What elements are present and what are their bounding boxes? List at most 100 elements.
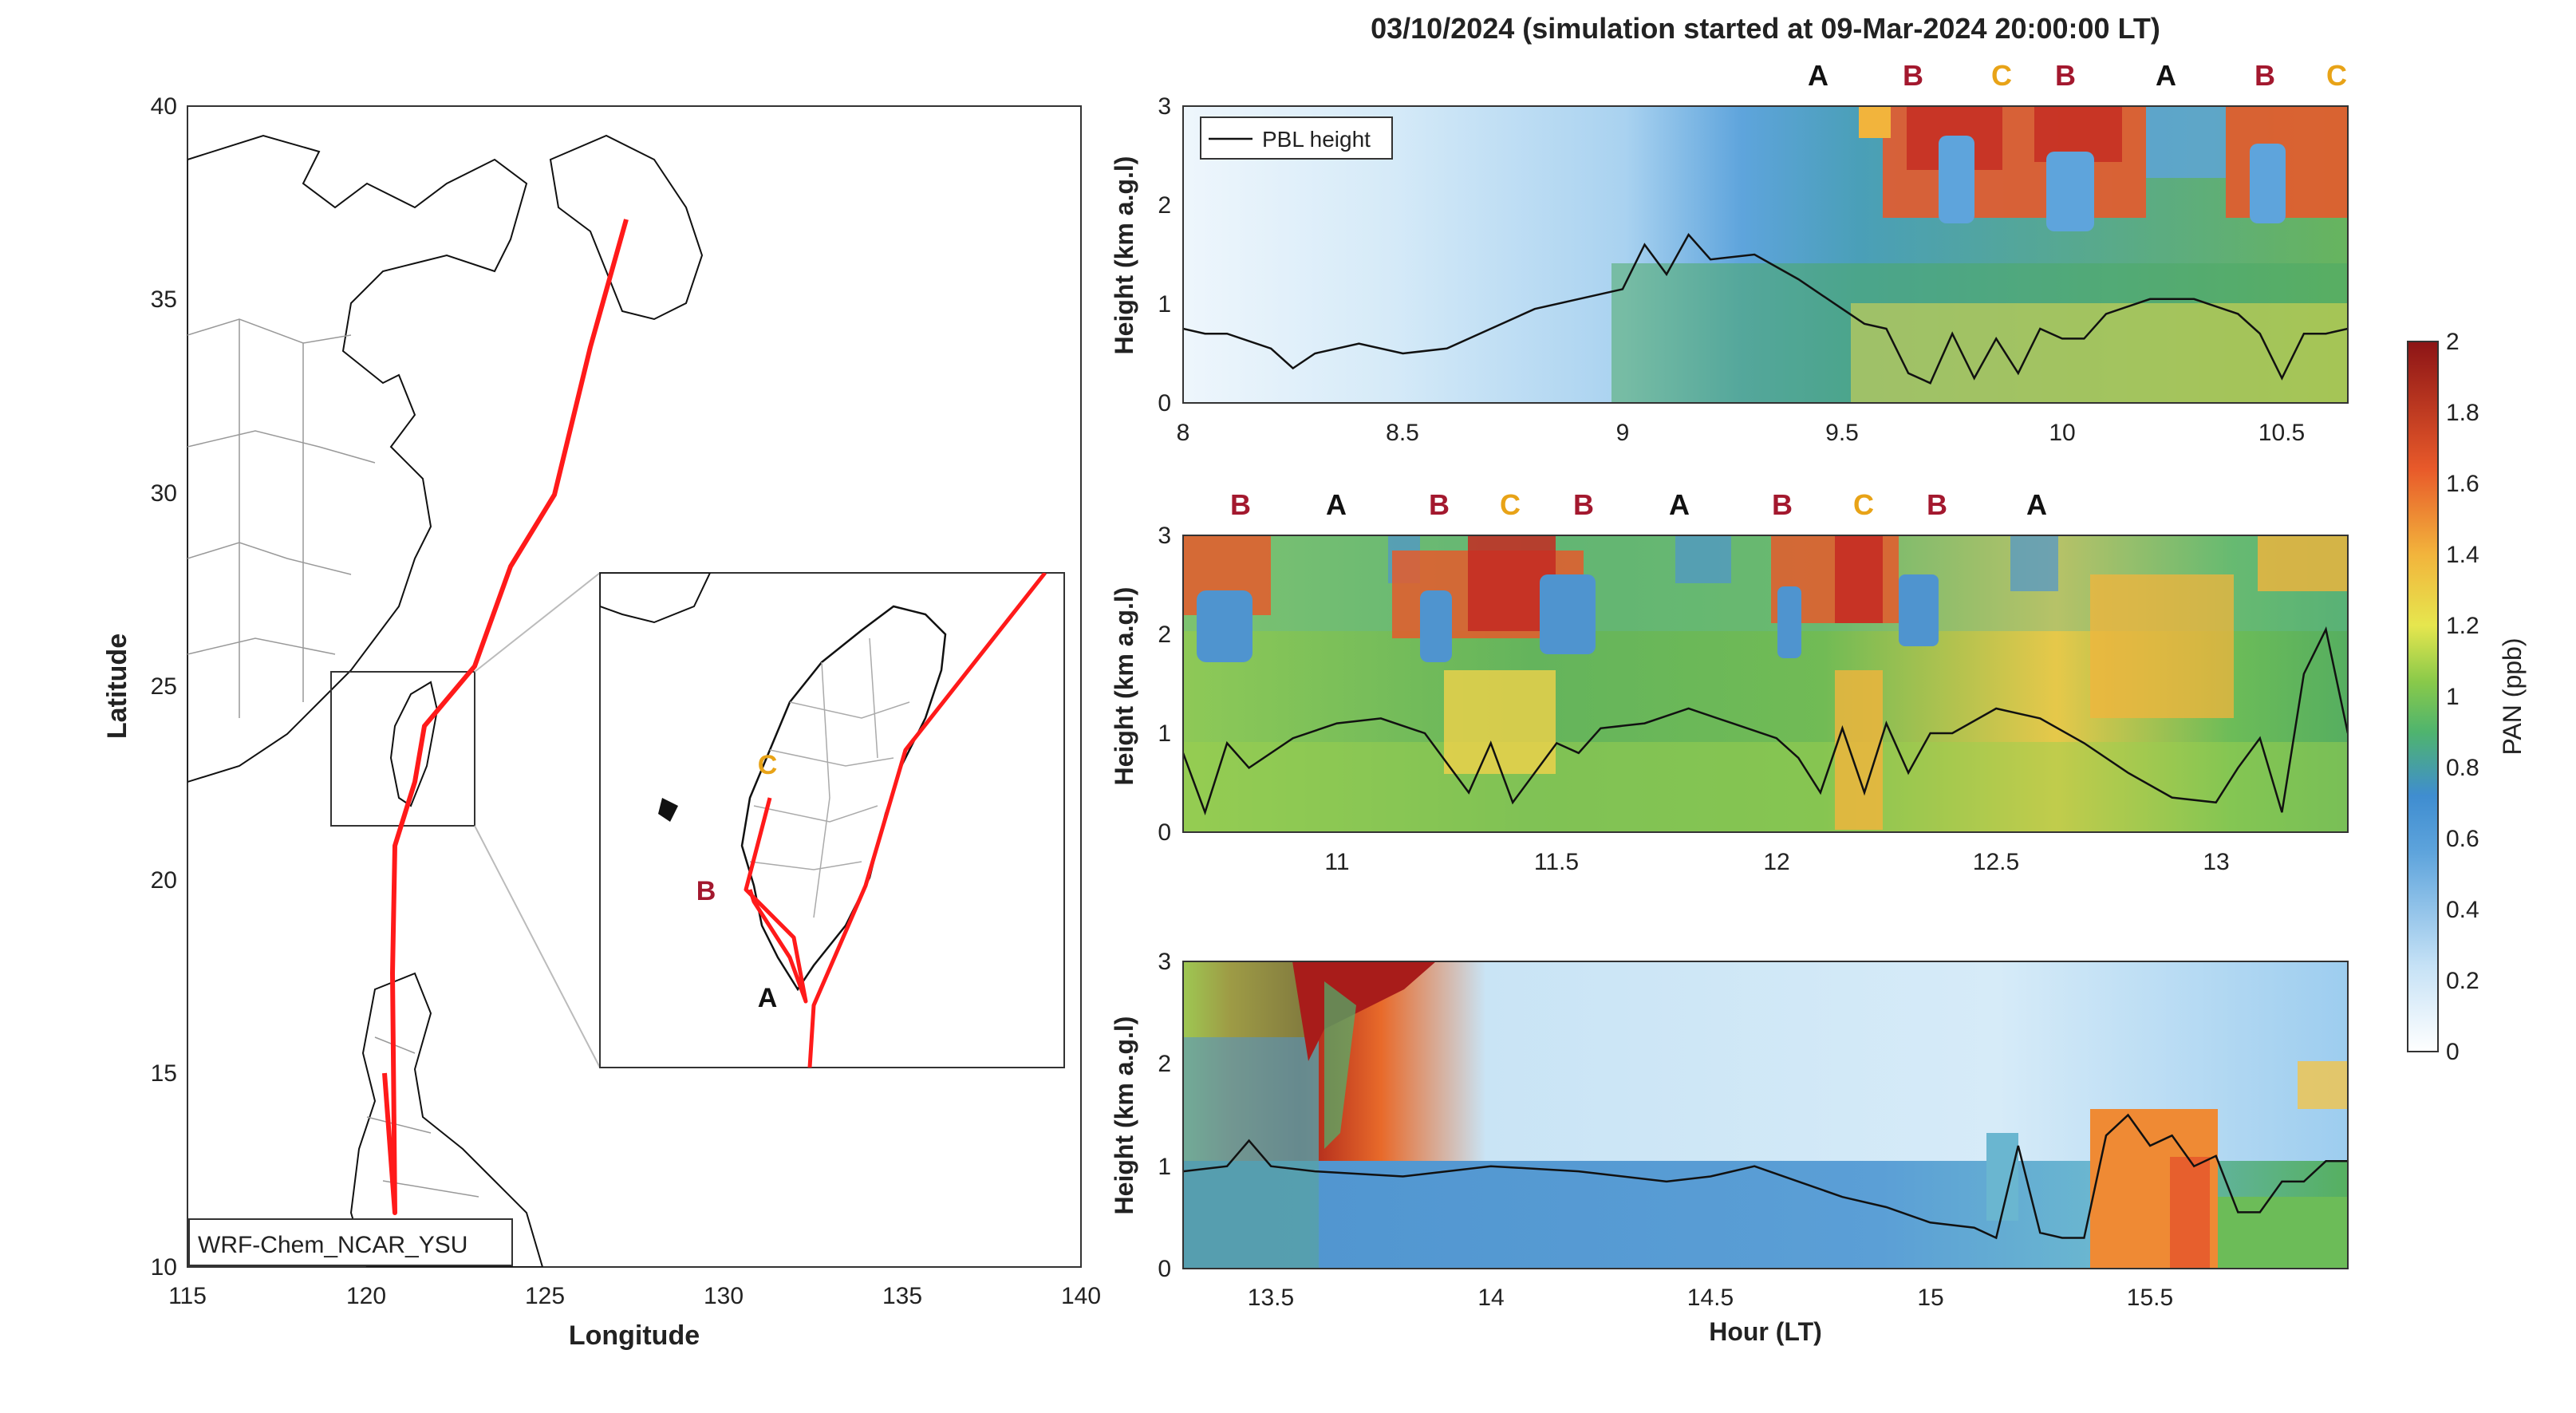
p2-xtick: 12.5: [1973, 849, 2019, 875]
map-xlabel: Longitude: [569, 1320, 700, 1351]
map-xtick: 125: [525, 1283, 565, 1309]
map-ytick: 25: [151, 673, 177, 700]
map-xtick: 140: [1061, 1283, 1101, 1309]
p3-ytick: 2: [1158, 1051, 1171, 1077]
model-label: WRF-Chem_NCAR_YSU: [198, 1232, 467, 1258]
p3-xtick: 14: [1477, 1285, 1504, 1311]
p2-ytick: 2: [1158, 622, 1171, 648]
marker-B: B: [2055, 59, 2076, 92]
inset-label-A: A: [758, 983, 778, 1013]
marker-C: C: [2326, 59, 2347, 92]
model-label-box: [188, 1218, 513, 1266]
marker-A: A: [1669, 488, 1690, 521]
p3-ytick: 0: [1158, 1256, 1171, 1282]
pbl-line-2: [1183, 626, 2348, 816]
marker-C: C: [1991, 59, 2012, 92]
cb-tick: 0.8: [2446, 755, 2479, 781]
cb-tick: 1.6: [2446, 471, 2479, 497]
cb-tick: 2: [2446, 329, 2460, 355]
p3-ytick: 3: [1158, 949, 1171, 975]
p2-xtick: 13: [2203, 849, 2229, 875]
inset-track-2: [744, 797, 808, 1004]
p3-xtick: 14.5: [1687, 1285, 1734, 1311]
p1-xtick: 10: [2049, 420, 2075, 446]
marker-C: C: [1500, 488, 1521, 521]
marker-B: B: [2254, 59, 2275, 92]
figure-title: 03/10/2024 (simulation started at 09-Mar…: [1371, 12, 2160, 45]
marker-B: B: [1772, 488, 1793, 521]
cb-tick: 0.6: [2446, 826, 2479, 852]
p3-xtick: 13.5: [1248, 1285, 1294, 1311]
map-ytick: 35: [151, 286, 177, 313]
p2-ylabel: Height (km a.g.l): [1110, 587, 1138, 786]
marker-A: A: [1808, 59, 1828, 92]
p2-xtick: 12: [1763, 849, 1789, 875]
trajectory-track: [382, 219, 629, 1215]
p1-xtick: 8.5: [1386, 420, 1419, 446]
cb-tick: 1: [2446, 684, 2460, 710]
map-ytick: 40: [151, 93, 177, 120]
panel-2: 0 1 2 3 11 11.5 12 12.5 13 Height (km a.…: [1110, 488, 2349, 875]
map-panel: C B A WRF-Chem_NCAR_YSU 115 120 125 130 …: [102, 93, 1101, 1351]
colorbar-label: PAN (ppb): [2498, 637, 2527, 755]
cb-tick: 0.2: [2446, 968, 2479, 994]
map-xticks: 115 120 125 130 135 140: [168, 1283, 1101, 1309]
marker-B: B: [1903, 59, 1923, 92]
inset-map: C B A: [599, 572, 1065, 1068]
p1-xtick: 9: [1616, 420, 1630, 446]
p3-xtick: 15.5: [2127, 1285, 2173, 1311]
marker-B: B: [1573, 488, 1594, 521]
legend-label: PBL height: [1262, 127, 1371, 152]
p1-ylabel: Height (km a.g.l): [1110, 156, 1138, 355]
province-lines: [187, 318, 376, 718]
marker-B: B: [1230, 488, 1251, 521]
p2-ytick: 1: [1158, 720, 1171, 747]
cb-tick: 1.8: [2446, 400, 2479, 426]
p1-xtick: 10.5: [2258, 420, 2305, 446]
cb-tick: 1.2: [2446, 613, 2479, 639]
map-ytick: 10: [151, 1254, 177, 1281]
marker-B: B: [1429, 488, 1450, 521]
p3-ylabel: Height (km a.g.l): [1110, 1016, 1138, 1215]
map-xtick: 130: [704, 1283, 744, 1309]
map-xtick: 120: [346, 1283, 386, 1309]
panel-3: 0 1 2 3 13.5 14 14.5 15 15.5 Height (km …: [1110, 949, 2349, 1346]
inset-track-1: [807, 573, 1047, 1068]
map-ylabel: Latitude: [102, 633, 132, 739]
marker-C: C: [1853, 488, 1874, 521]
p1-ytick: 0: [1158, 390, 1171, 416]
marker-B: B: [1927, 488, 1947, 521]
map-xtick: 135: [882, 1283, 922, 1309]
taiwan-coastline: [389, 681, 439, 807]
marker-A: A: [2156, 59, 2176, 92]
pbl-line-3: [1183, 1113, 2348, 1240]
p3-xtick: 15: [1917, 1285, 1943, 1311]
p1-ytick: 2: [1158, 192, 1171, 219]
map-xtick: 115: [168, 1283, 207, 1309]
cb-tick: 0.4: [2446, 897, 2479, 923]
map-ytick: 20: [151, 867, 177, 894]
colorbar: 2 1.8 1.6 1.4 1.2 1 0.8 0.6 0.4 0.2 0 PA…: [2407, 329, 2527, 1065]
p1-ytick: 1: [1158, 291, 1171, 318]
china-coastline: [187, 134, 528, 783]
inset-label-B: B: [696, 876, 716, 906]
pbl-line-1: [1183, 233, 2348, 385]
map-yticks: 40 35 30 25 20 15 10: [151, 93, 177, 1281]
panel-1: PBL height 0 1 2 3 8 8.5 9 9.5 10 10.5 H…: [1110, 59, 2349, 446]
p1-xtick: 9.5: [1825, 420, 1859, 446]
cb-tick: 1.4: [2446, 542, 2479, 568]
map-ytick: 15: [151, 1060, 177, 1087]
p3-ytick: 1: [1158, 1154, 1171, 1180]
marker-A: A: [1326, 488, 1347, 521]
p2-xtick: 11.5: [1534, 849, 1579, 875]
inset-taiwan: [740, 605, 947, 992]
p2-ytick: 3: [1158, 523, 1171, 549]
inset-label-C: C: [758, 750, 778, 780]
map-ytick: 30: [151, 480, 177, 507]
p3-xlabel: Hour (LT): [1709, 1317, 1822, 1346]
p2-xtick: 11: [1324, 849, 1349, 875]
p1-ytick: 3: [1158, 93, 1171, 120]
cb-tick: 0: [2446, 1039, 2460, 1065]
p1-xtick: 8: [1177, 420, 1190, 446]
